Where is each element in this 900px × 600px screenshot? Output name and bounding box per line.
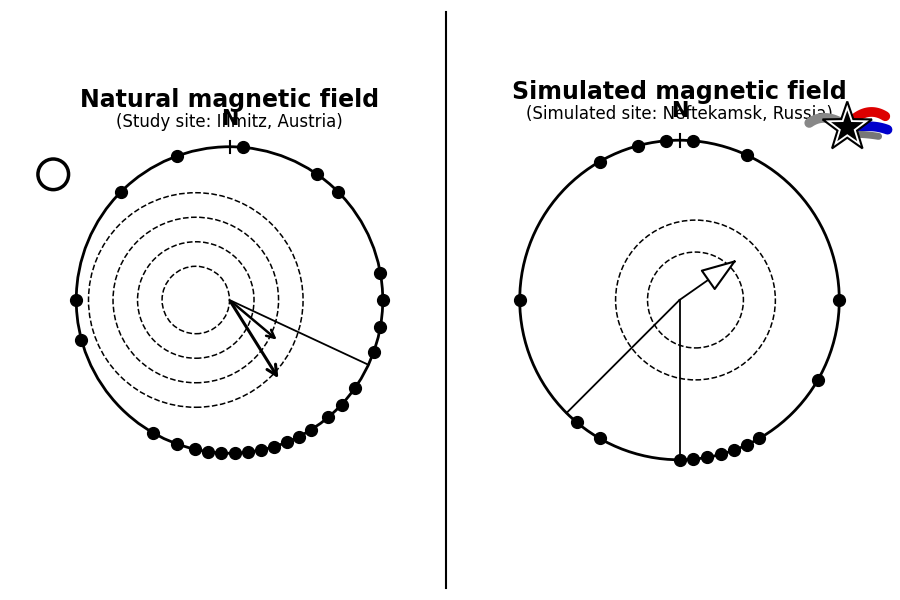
Text: (Study site: Illmitz, Austria): (Study site: Illmitz, Austria) [116, 113, 343, 131]
Text: N: N [220, 109, 238, 129]
Polygon shape [823, 101, 872, 148]
Polygon shape [831, 110, 863, 141]
Text: Natural magnetic field: Natural magnetic field [80, 88, 379, 113]
Polygon shape [702, 262, 734, 289]
Text: Simulated magnetic field: Simulated magnetic field [512, 79, 847, 103]
Text: N: N [670, 101, 688, 121]
Text: (Simulated site: Neftekamsk, Russia): (Simulated site: Neftekamsk, Russia) [526, 105, 832, 123]
